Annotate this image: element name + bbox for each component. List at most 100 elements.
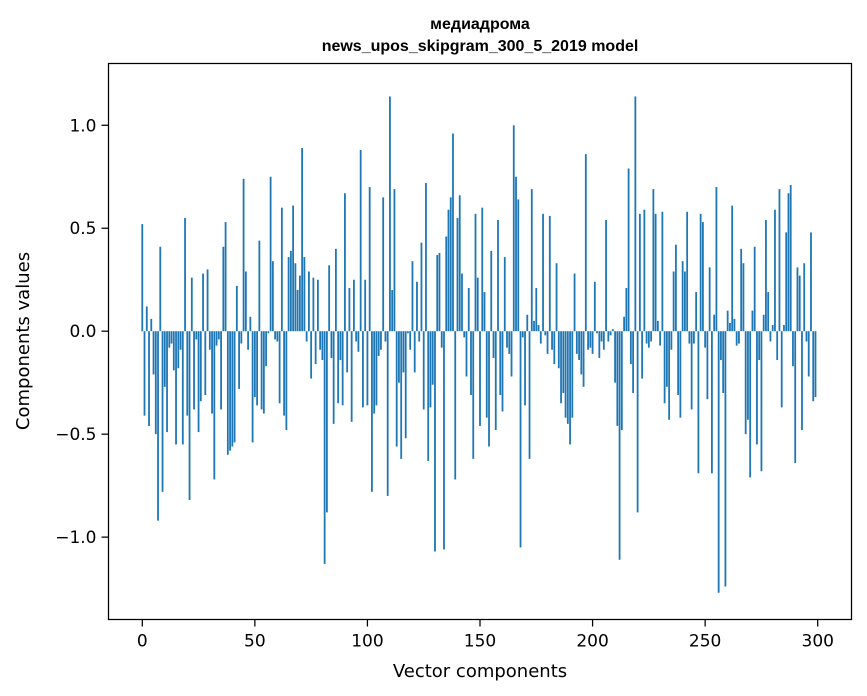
bar-component-220 xyxy=(636,331,639,513)
bar-component-119 xyxy=(409,331,412,350)
bar-component-17 xyxy=(179,331,182,350)
x-tick-label-50: 50 xyxy=(244,632,266,652)
bar-component-69 xyxy=(296,290,299,332)
bar-component-199 xyxy=(589,331,592,348)
bar-component-244 xyxy=(690,331,693,410)
y-axis-label: Components values xyxy=(13,252,34,430)
bar-component-99 xyxy=(364,279,367,332)
bar-component-230 xyxy=(659,331,662,346)
bar-component-200 xyxy=(591,331,594,354)
bar-component-22 xyxy=(190,277,193,332)
bar-component-158 xyxy=(497,220,499,332)
bar-component-191 xyxy=(571,331,574,418)
bar-component-21 xyxy=(188,331,191,501)
bar-component-105 xyxy=(377,331,380,356)
bar-component-283 xyxy=(778,189,781,332)
bar-component-234 xyxy=(668,331,671,420)
bar-component-138 xyxy=(452,133,454,332)
bar-component-198 xyxy=(587,331,589,350)
bar-component-92 xyxy=(348,287,351,332)
bar-component-238 xyxy=(677,331,680,396)
bar-component-196 xyxy=(582,331,585,387)
bar-component-56 xyxy=(267,331,270,334)
bar-component-185 xyxy=(557,331,560,369)
x-tick-label-300: 300 xyxy=(802,632,834,652)
bar-component-170 xyxy=(524,331,526,406)
bar-component-164 xyxy=(510,331,513,377)
bar-component-296 xyxy=(807,331,810,377)
bar-component-224 xyxy=(645,331,648,344)
bar-component-216 xyxy=(627,168,630,332)
y-tick-label-1: −0.5 xyxy=(55,425,96,445)
bar-component-0 xyxy=(141,224,144,332)
bar-component-80 xyxy=(321,331,324,361)
bar-component-227 xyxy=(652,189,655,332)
bar-component-168 xyxy=(519,331,522,548)
bar-component-275 xyxy=(760,331,763,472)
x-axis-label: Vector components xyxy=(393,661,567,682)
bar-component-149 xyxy=(476,277,479,332)
bar-component-214 xyxy=(623,316,625,332)
bar-component-201 xyxy=(593,281,596,332)
bar-component-35 xyxy=(220,331,222,410)
bar-component-71 xyxy=(301,147,304,332)
bar-component-151 xyxy=(481,207,484,332)
bar-component-27 xyxy=(202,273,204,332)
bar-component-127 xyxy=(427,331,430,461)
bar-component-258 xyxy=(722,331,725,393)
bar-component-181 xyxy=(548,215,551,332)
bar-component-256 xyxy=(717,331,720,593)
bar-component-4 xyxy=(150,318,153,332)
x-tick-label-100: 100 xyxy=(351,632,383,652)
bar-component-145 xyxy=(467,287,470,332)
bar-component-114 xyxy=(398,331,400,383)
bar-component-121 xyxy=(413,331,416,373)
bar-component-167 xyxy=(517,199,520,332)
bar-component-98 xyxy=(362,331,364,408)
bar-component-271 xyxy=(751,310,754,332)
bar-component-148 xyxy=(474,213,477,332)
bar-component-250 xyxy=(704,331,707,348)
bar-component-228 xyxy=(654,213,657,332)
bar-component-259 xyxy=(724,331,727,587)
bar-component-276 xyxy=(762,314,765,332)
bar-component-188 xyxy=(564,331,567,418)
bar-component-94 xyxy=(353,279,355,332)
bar-component-48 xyxy=(249,316,252,332)
bar-component-278 xyxy=(767,292,770,332)
bars-group xyxy=(141,96,817,593)
bar-component-233 xyxy=(665,331,668,387)
bar-component-262 xyxy=(731,205,734,332)
bar-component-290 xyxy=(794,331,797,463)
bar-component-246 xyxy=(695,292,698,332)
bar-component-248 xyxy=(699,213,702,332)
bar-component-240 xyxy=(681,261,684,332)
bar-component-28 xyxy=(204,331,207,396)
bar-component-103 xyxy=(373,331,376,414)
bar-component-287 xyxy=(787,193,790,332)
bar-component-260 xyxy=(726,310,729,332)
bar-component-266 xyxy=(740,248,743,332)
bar-component-43 xyxy=(238,331,240,389)
bar-component-135 xyxy=(445,236,448,332)
bar-component-205 xyxy=(602,331,605,350)
bar-component-221 xyxy=(638,213,641,332)
bar-component-30 xyxy=(208,331,211,350)
bar-component-102 xyxy=(371,331,373,492)
bar-component-229 xyxy=(656,320,659,332)
y-tick-label-3: 0.5 xyxy=(69,219,96,239)
bar-component-176 xyxy=(537,325,540,332)
bar-component-79 xyxy=(319,331,322,350)
bar-component-207 xyxy=(607,331,610,342)
bar-component-106 xyxy=(380,331,382,350)
bar-component-297 xyxy=(810,232,812,332)
bar-component-108 xyxy=(384,331,387,342)
bar-component-232 xyxy=(663,331,666,404)
bar-component-120 xyxy=(411,261,414,332)
bar-component-19 xyxy=(184,217,186,332)
bar-component-252 xyxy=(708,267,711,332)
bar-component-203 xyxy=(598,331,601,358)
bar-component-15 xyxy=(175,331,177,445)
bar-component-104 xyxy=(375,331,378,406)
bar-component-274 xyxy=(758,331,761,361)
